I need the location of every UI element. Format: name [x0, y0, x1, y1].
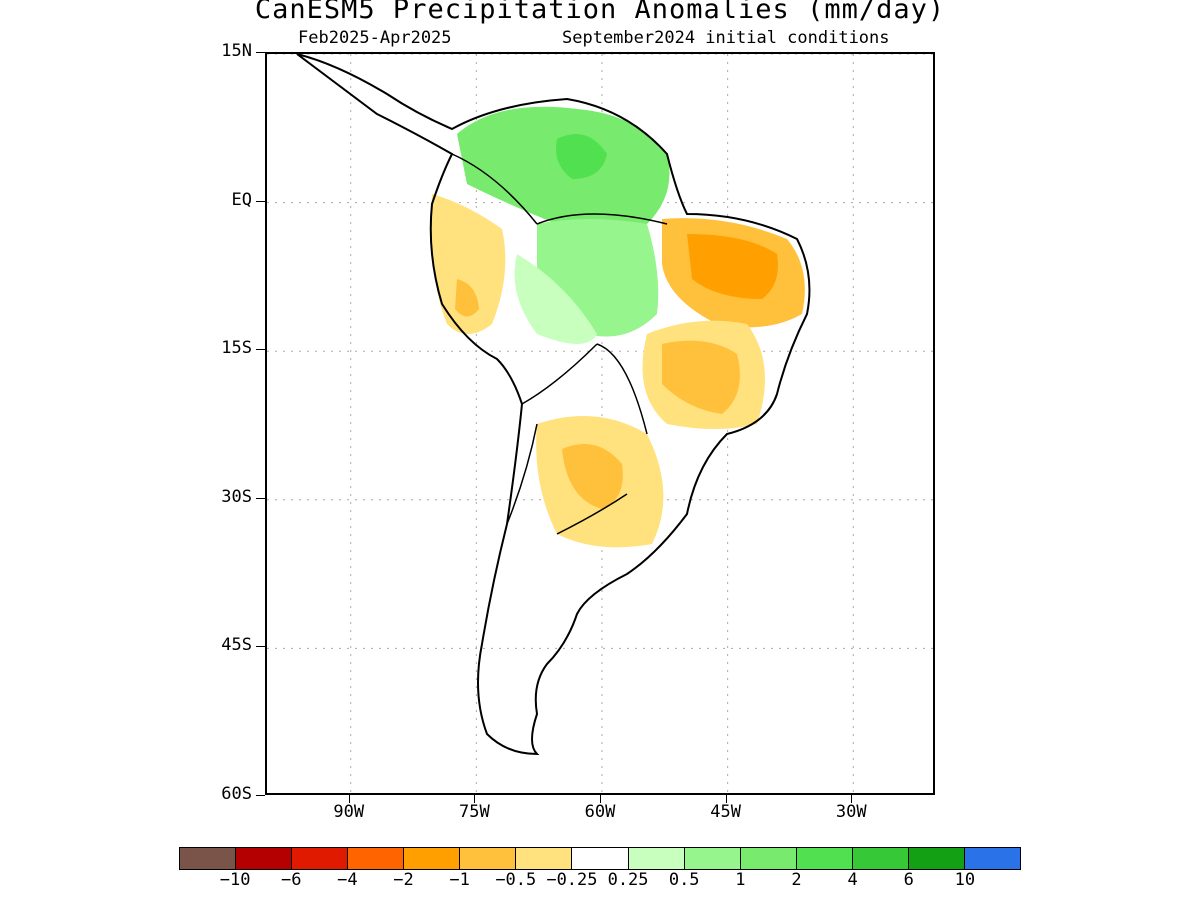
- colorbar-label: 0.25: [607, 870, 649, 890]
- colorbar: [179, 847, 1021, 870]
- colorbar-label: 0.5: [668, 870, 700, 890]
- lon-tick-label: 60W: [584, 802, 616, 822]
- lon-tick-label: 45W: [710, 802, 741, 822]
- anomaly-dry-paraguay-core: [562, 444, 623, 509]
- colorbar-label: −4: [337, 870, 358, 890]
- lat-tick: [256, 795, 265, 796]
- map-panel: [265, 52, 935, 795]
- anomaly-dry-andes-core: [455, 279, 479, 317]
- colorbar-swatch: [852, 848, 909, 869]
- colorbar-swatch: [796, 848, 853, 869]
- colorbar-label: 4: [847, 870, 858, 890]
- colorbar-swatch: [908, 848, 965, 869]
- colorbar-label: 6: [903, 870, 914, 890]
- lat-tick: [256, 646, 265, 648]
- lat-tick: [256, 497, 265, 499]
- lon-tick: [348, 795, 350, 803]
- lat-tick-label: 45S: [221, 635, 252, 656]
- colorbar-swatch: [348, 848, 405, 869]
- colorbar-label: −10: [219, 870, 251, 890]
- lat-tick-label: 15S: [221, 338, 252, 359]
- lat-tick: [256, 349, 265, 351]
- colorbar-label: −0.5: [495, 870, 537, 890]
- lon-tick: [725, 795, 727, 803]
- lat-tick: [256, 52, 265, 53]
- anomaly-dry-andes: [431, 194, 506, 334]
- colorbar-label: 2: [791, 870, 802, 890]
- lon-tick: [600, 795, 601, 803]
- south-america-outline: [296, 54, 811, 756]
- forecast-period: Feb2025-Apr2025: [298, 28, 452, 48]
- anomaly-light-wet-amazon: [514, 254, 597, 344]
- lat-tick-label: 60S: [221, 784, 252, 804]
- lat-tick-label: 15N: [221, 41, 252, 61]
- colorbar-label: 10: [954, 870, 976, 890]
- anomaly-dry-northeast-core: [687, 234, 778, 299]
- colorbar-swatch: [516, 848, 573, 869]
- colorbar-label: −1: [449, 870, 470, 890]
- colorbar-label: −6: [281, 870, 302, 890]
- colorbar-swatch: [460, 848, 517, 869]
- anomaly-shading: [431, 106, 805, 548]
- lon-tick-label: 75W: [459, 802, 490, 822]
- lon-tick: [851, 795, 853, 803]
- colorbar-label: −0.25: [546, 870, 598, 890]
- lat-tick-label: EQ: [231, 189, 252, 210]
- precip-anomaly-map: [267, 54, 933, 793]
- colorbar-swatch: [572, 848, 629, 869]
- colorbar-label: −2: [393, 870, 414, 890]
- colorbar-swatch: [292, 848, 349, 869]
- colorbar-swatch: [684, 848, 741, 869]
- colorbar-swatch: [180, 848, 237, 869]
- initial-conditions: September2024 initial conditions: [562, 28, 890, 48]
- country-borders: [451, 153, 668, 535]
- colorbar-swatch: [740, 848, 797, 869]
- lat-tick: [256, 200, 265, 202]
- anomaly-wet-north-core: [556, 134, 607, 179]
- lon-tick: [474, 795, 476, 803]
- lon-tick-label: 30W: [835, 802, 867, 822]
- colorbar-swatch: [964, 848, 1020, 869]
- lon-tick-label: 90W: [333, 802, 365, 822]
- anomaly-dry-east-brazil-core: [662, 340, 740, 414]
- lat-tick-label: 30S: [221, 486, 252, 507]
- colorbar-swatch: [236, 848, 293, 869]
- chart-title: CanESM5 Precipitation Anomalies (mm/day): [254, 0, 946, 25]
- colorbar-label: 1: [735, 870, 746, 890]
- colorbar-swatch: [404, 848, 461, 869]
- colorbar-swatch: [628, 848, 685, 869]
- coastlines: [296, 54, 811, 756]
